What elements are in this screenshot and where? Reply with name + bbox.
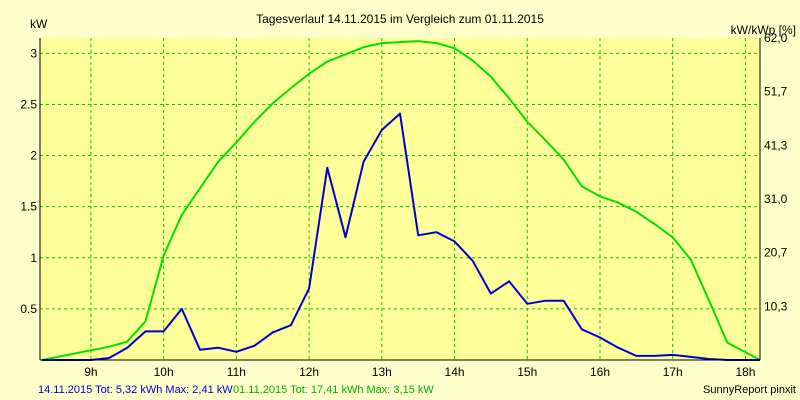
x-tick-label: 13h: [372, 365, 392, 379]
y-axis-right-label: kW/kWp [%]: [731, 23, 796, 37]
y-tick-label-right: 31,0: [764, 192, 788, 206]
series-line-1: [42, 40, 761, 361]
y-tick-label-left: 3: [30, 46, 37, 60]
y-tick-label-left: 2.5: [20, 97, 37, 111]
x-tick-label: 12h: [299, 365, 319, 379]
y-tick-label-left: 0.5: [20, 302, 37, 316]
grid: [40, 38, 760, 360]
x-tick-label: 11h: [227, 365, 246, 379]
y-tick-label-right: 62,0: [764, 31, 788, 45]
x-tick-label: 17h: [663, 365, 683, 379]
plot-area: [40, 38, 760, 360]
footer-series2-summary: 01.11.2015 Tot: 17,41 kWh Max: 3,15 kW: [233, 384, 434, 396]
y-tick-label-left: 2: [30, 149, 37, 163]
series-line-2: [42, 112, 760, 361]
tick-labels: 9h 10h 11h 12h 13h 14h 15h 16h 17h 18h 0.5 1 1.5 2 2.5…: [20, 31, 787, 379]
y-tick-label-right: 10,3: [764, 299, 788, 313]
x-tick-label: 16h: [590, 365, 610, 379]
series-layer: [42, 40, 761, 361]
x-tick-label: 18h: [735, 365, 755, 379]
footer-series1-summary: 14.11.2015 Tot: 5,32 kWh Max: 2,41 kW: [38, 384, 233, 396]
x-tick-label: 15h: [517, 365, 537, 379]
y-tick-label-left: 1: [30, 251, 37, 265]
chart-title: Tagesverlauf 14.11.2015 im Vergleich zum…: [256, 12, 544, 26]
y-tick-label-right: 20,7: [764, 246, 788, 260]
y-tick-label-right: 41,3: [764, 138, 788, 152]
y-tick-label-left: 1.5: [20, 200, 37, 214]
y-axis-left-label: kW: [30, 17, 48, 31]
x-tick-label: 14h: [445, 365, 465, 379]
y-tick-label-right: 51,7: [764, 85, 788, 99]
footer-credit: SunnyReport pinxit: [703, 384, 796, 396]
x-tick-label: 9h: [84, 365, 97, 379]
x-tick-label: 10h: [154, 365, 174, 379]
